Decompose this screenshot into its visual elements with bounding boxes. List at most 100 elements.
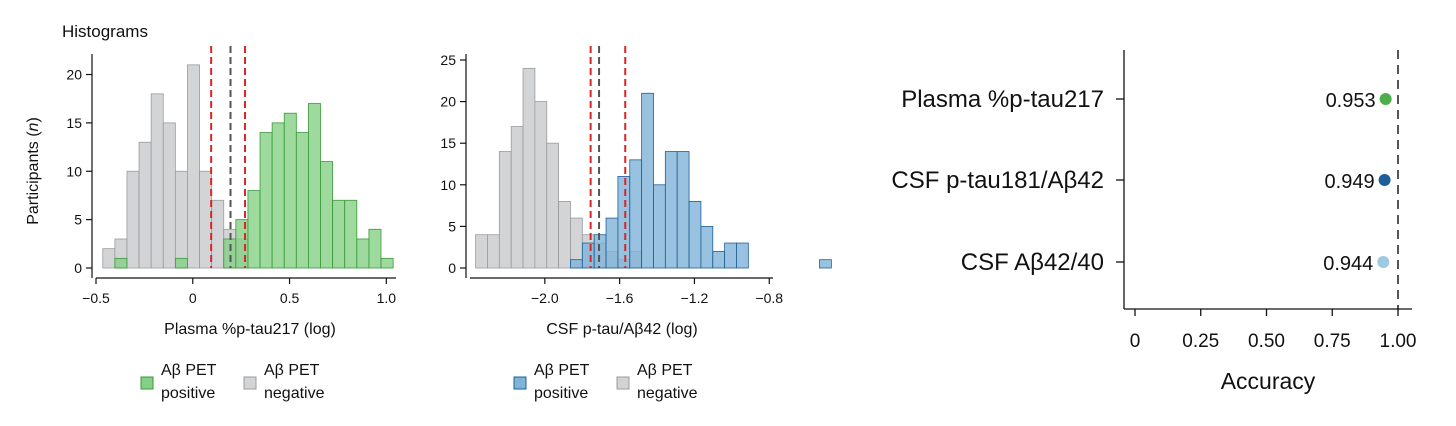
- histogram-bar: [688, 201, 702, 269]
- y-tick-label: 15: [66, 115, 82, 131]
- histogram-plasma-y-ticks: 0 5 10 15 20: [66, 67, 92, 276]
- legend-label-line2: positive: [534, 385, 588, 402]
- histogram-bar: [368, 228, 382, 269]
- histogram-bar: [150, 93, 164, 269]
- legend-label-line2: positive: [161, 385, 215, 402]
- y-tick-label: 10: [66, 163, 82, 179]
- y-tick-label: 5: [448, 218, 456, 234]
- histogram-bar: [308, 103, 321, 269]
- histogram-bar: [174, 257, 188, 269]
- histogram-bar: [593, 234, 607, 269]
- y-tick-label: 0: [448, 260, 456, 276]
- histogram-bar: [546, 142, 560, 269]
- histogram-bar: [126, 170, 140, 269]
- histogram-bar: [487, 234, 500, 269]
- y-tick-label: 20: [66, 67, 82, 83]
- histogram-bar: [605, 217, 619, 269]
- histogram-bar: [259, 132, 273, 269]
- accuracy-categories: Plasma %p-tau217 CSF p-tau181/Aβ42 CSF Aβ4…: [891, 86, 1124, 276]
- accuracy-category-label: CSF Aβ42/40: [961, 249, 1104, 276]
- histogram-plasma-x-label: Plasma %p-tau217 (log): [164, 321, 336, 338]
- histogram-csf-x-ticks: −2.0 −1.6 −1.2 −0.8: [531, 278, 783, 306]
- y-tick-label: 5: [74, 212, 82, 228]
- x-tick-label: −1.2: [681, 290, 709, 306]
- legend-label-line1: Aβ PET: [161, 362, 217, 379]
- histogram-bar: [235, 219, 249, 269]
- histogram-bar: [223, 238, 237, 269]
- histogram-bar: [629, 159, 643, 269]
- histogram-bar: [199, 170, 213, 269]
- legend-swatch: [616, 376, 630, 390]
- accuracy-category-label: CSF p-tau181/Aβ42: [891, 167, 1104, 194]
- histogram-bar: [187, 64, 200, 269]
- y-tick-label: 10: [440, 177, 456, 193]
- histogram-plasma-cutoff-lines: [210, 46, 247, 268]
- histogram-bar: [211, 199, 225, 269]
- legend-label-line1: Aβ PET: [637, 362, 693, 379]
- histogram-bar: [247, 190, 261, 269]
- accuracy-x-tick-label: 0.50: [1248, 331, 1285, 352]
- histogram-bar: [724, 242, 737, 269]
- histogram-bar: [510, 126, 524, 269]
- histogram-bar: [475, 234, 488, 269]
- histogram-bar: [380, 257, 394, 269]
- accuracy-point: [1377, 256, 1390, 268]
- histogram-bar: [174, 170, 188, 269]
- histogram-bar: [320, 161, 334, 269]
- histogram-plasma-y-label: Participants (n): [25, 117, 42, 225]
- accuracy-point: [1378, 174, 1391, 186]
- histogram-bar: [664, 151, 678, 269]
- histogram-bar: [676, 151, 690, 269]
- histogram-bar: [138, 141, 152, 269]
- histogram-bar: [736, 242, 749, 269]
- x-tick-label: 1.0: [377, 290, 397, 306]
- histogram-csf-x-label: CSF p-tau/Aβ42 (log): [546, 321, 697, 338]
- histogram-bar: [641, 92, 654, 269]
- accuracy-x-tick-label: 0.75: [1314, 331, 1351, 352]
- x-tick-label: −2.0: [531, 290, 559, 306]
- accuracy-x-ticks: 0 0.25 0.50 0.75 1.00: [1130, 309, 1416, 352]
- histogram-bar: [570, 259, 583, 269]
- accuracy-category-label: Plasma %p-tau217: [901, 86, 1104, 113]
- legend-swatch: [243, 376, 257, 390]
- accuracy-x-tick-label: 0.25: [1182, 331, 1219, 352]
- legend-label-line2: negative: [264, 385, 325, 402]
- accuracy-point: [1379, 93, 1392, 105]
- histogram-bar: [534, 101, 548, 269]
- accuracy-value-label: 0.944: [1323, 253, 1373, 275]
- accuracy-value-label: 0.953: [1326, 90, 1376, 112]
- x-tick-label: −1.6: [606, 290, 634, 306]
- histogram-csf-ptau-abeta42: −2.0 −1.6 −1.2 −0.8 0 5 10 15 20 25 CSF p-tau/Aβ…: [440, 46, 832, 402]
- histogram-bar: [700, 225, 714, 269]
- x-tick-label: 0: [189, 290, 197, 306]
- histogram-bar: [344, 199, 358, 269]
- legend-label-line2: negative: [637, 385, 698, 402]
- histogram-plasma-x-ticks: −0.5 0 0.5 1.0: [82, 278, 396, 306]
- accuracy-dot-plot: 0 0.25 0.50 0.75 1.00 Plasma %p-tau217 CSF p-…: [891, 50, 1416, 394]
- histogram-bar: [271, 122, 285, 269]
- histogram-bar: [653, 184, 666, 269]
- histogram-bar: [102, 248, 116, 269]
- y-label-suffix: ): [25, 117, 42, 122]
- x-tick-label: 0.5: [280, 290, 300, 306]
- y-tick-label: 0: [74, 260, 82, 276]
- histogram-bar: [712, 250, 726, 269]
- histogram-bar: [283, 112, 297, 269]
- histogram-bar: [498, 151, 512, 269]
- y-tick-label: 25: [440, 52, 456, 68]
- x-tick-label: −0.8: [755, 290, 783, 306]
- legend-label-line1: Aβ PET: [264, 362, 320, 379]
- histogram-bar: [162, 122, 176, 269]
- histogram-bar: [356, 238, 370, 269]
- histogram-plasma-legend: Aβ PET positive Aβ PET negative: [140, 362, 325, 402]
- y-tick-label: 20: [440, 94, 456, 110]
- histogram-bar: [332, 199, 346, 269]
- legend-swatch: [140, 376, 154, 390]
- accuracy-value-label: 0.949: [1325, 171, 1375, 193]
- histogram-bar: [617, 176, 631, 269]
- y-label-variable: n: [25, 122, 42, 131]
- accuracy-points: 0.953 0.949 0.944: [1323, 90, 1392, 275]
- y-tick-label: 15: [440, 135, 456, 151]
